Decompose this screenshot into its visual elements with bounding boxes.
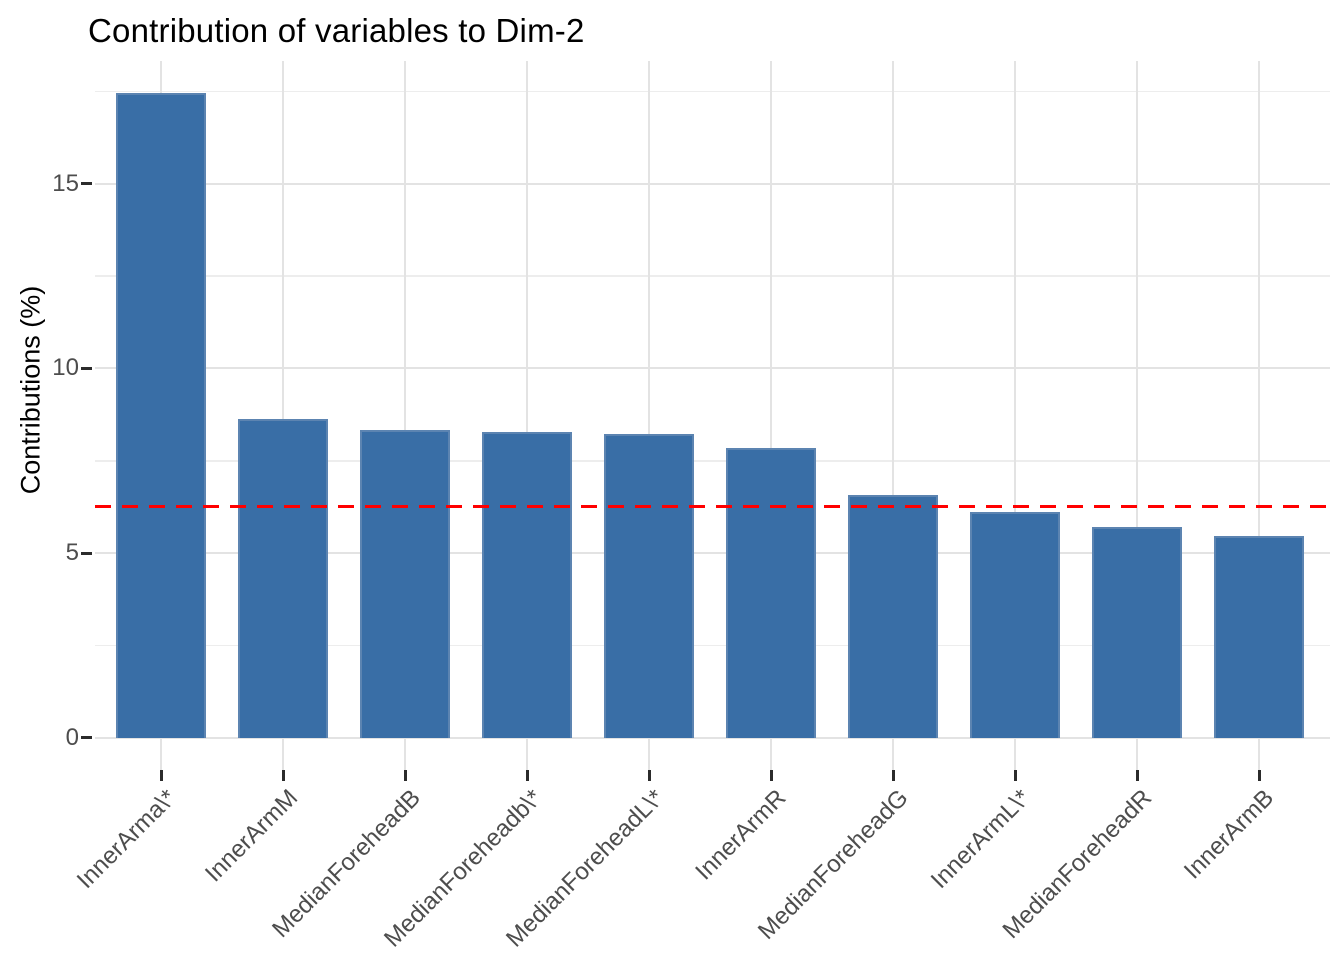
vertical-gridline bbox=[281, 61, 285, 770]
vertical-gridline bbox=[1257, 61, 1261, 770]
y-tick bbox=[81, 182, 92, 186]
x-tick bbox=[281, 770, 285, 781]
x-tick bbox=[647, 770, 651, 781]
x-tick-label: InnerArma\* bbox=[71, 784, 182, 894]
x-tick-label: InnerArmB bbox=[1179, 784, 1280, 885]
contribution-bar bbox=[1092, 527, 1182, 738]
contribution-bar bbox=[604, 434, 694, 738]
x-tick bbox=[159, 770, 163, 781]
y-tick bbox=[81, 551, 92, 555]
minor-gridline bbox=[95, 275, 1330, 277]
x-tick bbox=[769, 770, 773, 781]
x-tick bbox=[403, 770, 407, 781]
x-tick bbox=[891, 770, 895, 781]
contribution-bar bbox=[726, 448, 816, 738]
x-tick bbox=[525, 770, 529, 781]
y-tick-label: 15 bbox=[52, 169, 79, 197]
vertical-gridline bbox=[525, 61, 529, 770]
contribution-bar bbox=[1214, 535, 1304, 738]
major-gridline bbox=[95, 736, 1330, 739]
contribution-bar bbox=[116, 93, 206, 738]
major-gridline bbox=[95, 182, 1330, 185]
minor-gridline bbox=[95, 644, 1330, 647]
x-tick bbox=[1013, 770, 1017, 781]
major-gridline bbox=[95, 552, 1330, 555]
x-tick bbox=[1257, 770, 1261, 781]
vertical-gridline bbox=[647, 61, 651, 770]
x-tick-label: InnerArmM bbox=[200, 784, 304, 888]
major-gridline bbox=[95, 367, 1330, 370]
y-tick bbox=[81, 736, 92, 740]
vertical-gridline bbox=[891, 61, 895, 770]
y-tick-label: 5 bbox=[65, 539, 79, 567]
vertical-gridline bbox=[403, 61, 407, 770]
contribution-bar bbox=[238, 419, 328, 738]
contribution-bar bbox=[360, 430, 450, 738]
contribution-bar bbox=[970, 511, 1060, 738]
y-tick-label: 0 bbox=[65, 723, 79, 751]
minor-gridline bbox=[95, 90, 1330, 93]
chart-title: Contribution of variables to Dim-2 bbox=[88, 12, 585, 49]
y-tick bbox=[81, 366, 92, 370]
x-tick-label: InnerArmR bbox=[690, 784, 792, 886]
x-tick bbox=[1135, 770, 1139, 781]
contribution-bar bbox=[848, 494, 938, 738]
vertical-gridline bbox=[1013, 61, 1017, 770]
vertical-gridline bbox=[769, 61, 773, 770]
vertical-gridline bbox=[1135, 61, 1139, 770]
contribution-bar bbox=[482, 431, 572, 738]
minor-gridline bbox=[95, 460, 1330, 462]
reference-line bbox=[95, 505, 1330, 509]
x-tick-label: InnerArmL\* bbox=[925, 784, 1036, 894]
y-tick-label: 10 bbox=[52, 354, 79, 382]
